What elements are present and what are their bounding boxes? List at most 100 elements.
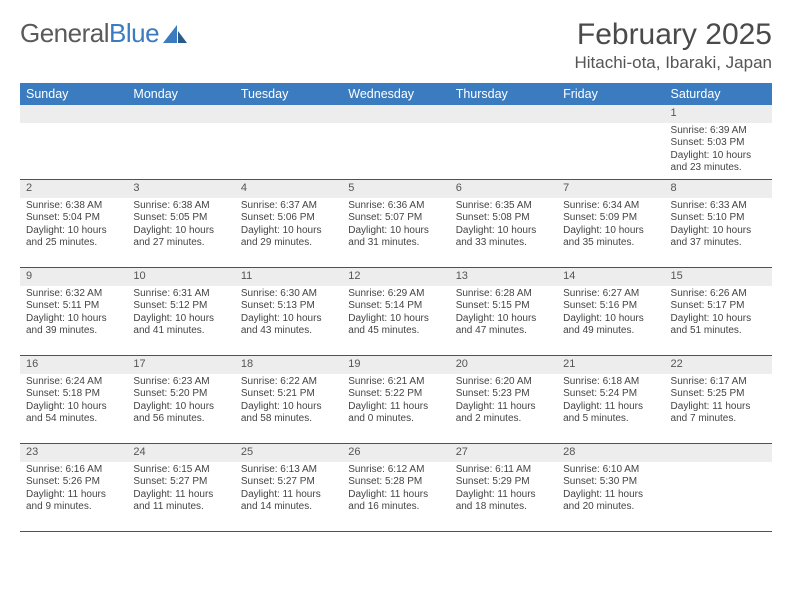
calendar-day-cell: 27Sunrise: 6:11 AMSunset: 5:29 PMDayligh… (450, 443, 557, 531)
weekday-header: Sunday (20, 83, 127, 105)
daylight-line: Daylight: 10 hours (241, 401, 336, 414)
day-body: Sunrise: 6:24 AMSunset: 5:18 PMDaylight:… (20, 374, 127, 430)
daylight-line: Daylight: 10 hours (241, 225, 336, 238)
daylight-line: and 45 minutes. (348, 325, 443, 338)
daylight-line: Daylight: 11 hours (133, 489, 228, 502)
day-body: Sunrise: 6:28 AMSunset: 5:15 PMDaylight:… (450, 286, 557, 342)
sunset-line: Sunset: 5:15 PM (456, 300, 551, 313)
calendar-week-row: 23Sunrise: 6:16 AMSunset: 5:26 PMDayligh… (20, 443, 772, 531)
day-number (20, 105, 127, 123)
calendar-day-cell: 22Sunrise: 6:17 AMSunset: 5:25 PMDayligh… (665, 355, 772, 443)
sunset-line: Sunset: 5:22 PM (348, 388, 443, 401)
daylight-line: and 41 minutes. (133, 325, 228, 338)
day-number: 4 (235, 180, 342, 198)
sunrise-line: Sunrise: 6:32 AM (26, 288, 121, 301)
day-number: 14 (557, 268, 664, 286)
location: Hitachi-ota, Ibaraki, Japan (575, 53, 773, 73)
daylight-line: Daylight: 10 hours (26, 225, 121, 238)
calendar-day-cell: 12Sunrise: 6:29 AMSunset: 5:14 PMDayligh… (342, 267, 449, 355)
day-number: 15 (665, 268, 772, 286)
logo: GeneralBlue (20, 18, 187, 49)
sunrise-line: Sunrise: 6:37 AM (241, 200, 336, 213)
daylight-line: Daylight: 11 hours (563, 489, 658, 502)
sunset-line: Sunset: 5:08 PM (456, 212, 551, 225)
calendar-day-cell: 25Sunrise: 6:13 AMSunset: 5:27 PMDayligh… (235, 443, 342, 531)
day-number: 23 (20, 444, 127, 462)
sunrise-line: Sunrise: 6:28 AM (456, 288, 551, 301)
daylight-line: Daylight: 11 hours (348, 489, 443, 502)
calendar-day-cell (20, 105, 127, 179)
daylight-line: and 39 minutes. (26, 325, 121, 338)
day-number: 25 (235, 444, 342, 462)
sunrise-line: Sunrise: 6:35 AM (456, 200, 551, 213)
daylight-line: and 37 minutes. (671, 237, 766, 250)
day-number (557, 105, 664, 123)
sunset-line: Sunset: 5:26 PM (26, 476, 121, 489)
day-number (127, 105, 234, 123)
daylight-line: and 43 minutes. (241, 325, 336, 338)
day-body: Sunrise: 6:10 AMSunset: 5:30 PMDaylight:… (557, 462, 664, 518)
daylight-line: Daylight: 10 hours (671, 313, 766, 326)
weekday-header: Monday (127, 83, 234, 105)
calendar-day-cell (342, 105, 449, 179)
daylight-line: and 14 minutes. (241, 501, 336, 514)
calendar-day-cell: 13Sunrise: 6:28 AMSunset: 5:15 PMDayligh… (450, 267, 557, 355)
calendar-day-cell: 5Sunrise: 6:36 AMSunset: 5:07 PMDaylight… (342, 179, 449, 267)
sunrise-line: Sunrise: 6:33 AM (671, 200, 766, 213)
daylight-line: and 5 minutes. (563, 413, 658, 426)
sunrise-line: Sunrise: 6:18 AM (563, 376, 658, 389)
sunrise-line: Sunrise: 6:15 AM (133, 464, 228, 477)
day-number: 20 (450, 356, 557, 374)
sunrise-line: Sunrise: 6:16 AM (26, 464, 121, 477)
weekday-header: Thursday (450, 83, 557, 105)
day-number: 22 (665, 356, 772, 374)
day-body: Sunrise: 6:30 AMSunset: 5:13 PMDaylight:… (235, 286, 342, 342)
weekday-header: Saturday (665, 83, 772, 105)
daylight-line: Daylight: 10 hours (671, 225, 766, 238)
daylight-line: Daylight: 10 hours (348, 225, 443, 238)
daylight-line: and 35 minutes. (563, 237, 658, 250)
calendar-day-cell: 6Sunrise: 6:35 AMSunset: 5:08 PMDaylight… (450, 179, 557, 267)
daylight-line: and 23 minutes. (671, 162, 766, 175)
calendar-day-cell: 21Sunrise: 6:18 AMSunset: 5:24 PMDayligh… (557, 355, 664, 443)
header: GeneralBlue February 2025 Hitachi-ota, I… (20, 18, 772, 73)
day-number: 1 (665, 105, 772, 123)
calendar-day-cell: 8 Sunrise: 6:33 AMSunset: 5:10 PMDaylight… (665, 179, 772, 267)
title-block: February 2025 Hitachi-ota, Ibaraki, Japa… (575, 18, 773, 73)
sunrise-line: Sunrise: 6:38 AM (133, 200, 228, 213)
sunrise-line: Sunrise: 6:20 AM (456, 376, 551, 389)
day-number: 12 (342, 268, 449, 286)
sunset-line: Sunset: 5:10 PM (671, 212, 766, 225)
sunset-line: Sunset: 5:12 PM (133, 300, 228, 313)
sunrise-line: Sunrise: 6:13 AM (241, 464, 336, 477)
calendar-week-row: 9Sunrise: 6:32 AMSunset: 5:11 PMDaylight… (20, 267, 772, 355)
sunset-line: Sunset: 5:27 PM (241, 476, 336, 489)
daylight-line: and 51 minutes. (671, 325, 766, 338)
day-number: 9 (20, 268, 127, 286)
day-number: 8 (665, 180, 772, 198)
sunset-line: Sunset: 5:05 PM (133, 212, 228, 225)
day-body: Sunrise: 6:34 AMSunset: 5:09 PMDaylight:… (557, 198, 664, 254)
logo-word-2: Blue (109, 18, 159, 48)
sunrise-line: Sunrise: 6:29 AM (348, 288, 443, 301)
day-number (665, 444, 772, 462)
sunset-line: Sunset: 5:14 PM (348, 300, 443, 313)
day-body: Sunrise: 6:16 AMSunset: 5:26 PMDaylight:… (20, 462, 127, 518)
day-number: 21 (557, 356, 664, 374)
sunrise-line: Sunrise: 6:34 AM (563, 200, 658, 213)
calendar-week-row: 2Sunrise: 6:38 AMSunset: 5:04 PMDaylight… (20, 179, 772, 267)
day-body: Sunrise: 6:23 AMSunset: 5:20 PMDaylight:… (127, 374, 234, 430)
daylight-line: Daylight: 10 hours (133, 225, 228, 238)
sunset-line: Sunset: 5:23 PM (456, 388, 551, 401)
calendar-day-cell: 19Sunrise: 6:21 AMSunset: 5:22 PMDayligh… (342, 355, 449, 443)
daylight-line: and 54 minutes. (26, 413, 121, 426)
sunset-line: Sunset: 5:28 PM (348, 476, 443, 489)
day-number (450, 105, 557, 123)
day-body: Sunrise: 6:22 AMSunset: 5:21 PMDaylight:… (235, 374, 342, 430)
daylight-line: and 29 minutes. (241, 237, 336, 250)
day-number: 11 (235, 268, 342, 286)
sunrise-line: Sunrise: 6:38 AM (26, 200, 121, 213)
day-number: 3 (127, 180, 234, 198)
weekday-header: Tuesday (235, 83, 342, 105)
day-number: 26 (342, 444, 449, 462)
